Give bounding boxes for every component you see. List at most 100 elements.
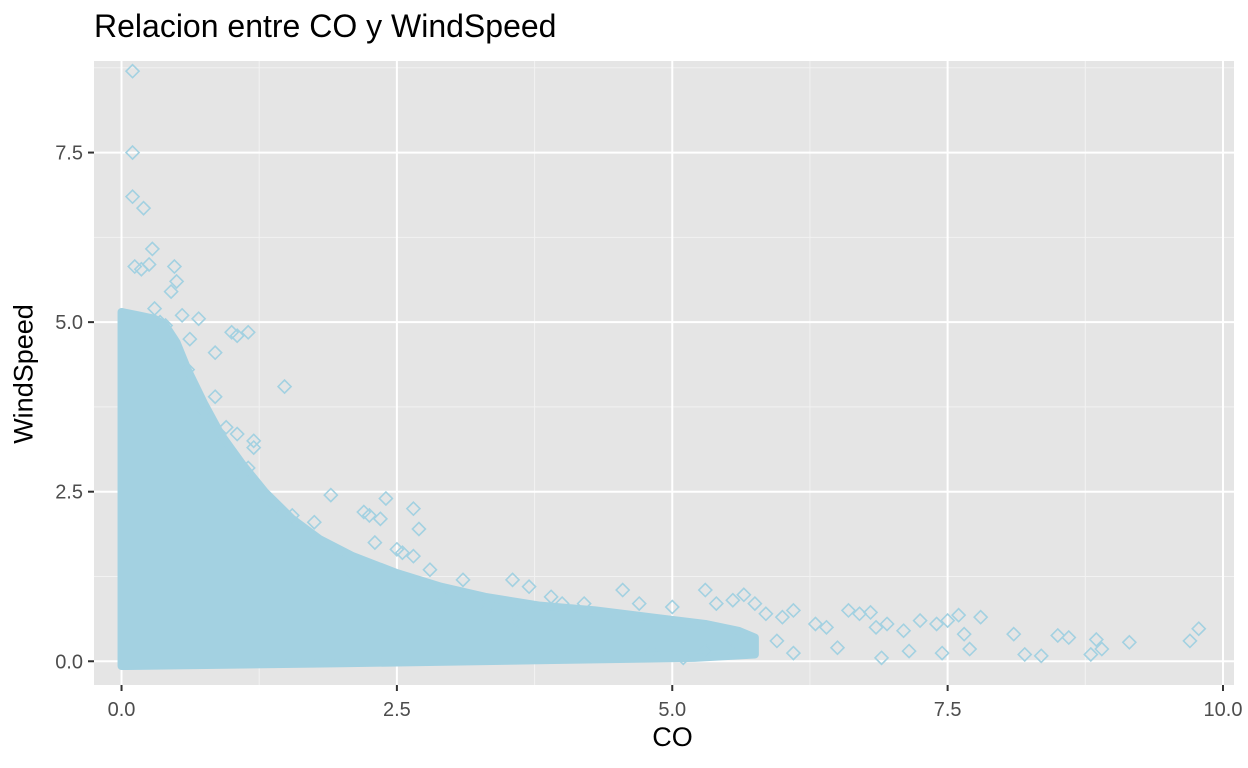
scatter-point xyxy=(276,378,293,395)
axes: 0.0 2.5 5.0 7.5 10.0 0.0 2.5 5.0 7.5 xyxy=(55,143,1242,721)
scatter-point xyxy=(240,460,256,476)
scatter-point xyxy=(697,582,713,598)
scatter-point xyxy=(182,331,198,347)
scatter-point xyxy=(615,582,631,598)
scatter-point xyxy=(818,619,835,635)
scatter-point xyxy=(879,616,895,632)
scatter-point xyxy=(196,402,212,418)
scatter-point xyxy=(868,619,884,635)
scatter-point xyxy=(323,487,339,503)
scatter-point xyxy=(1033,648,1049,664)
scatter-point xyxy=(367,534,383,551)
scatter-point xyxy=(257,487,273,503)
scatter-point xyxy=(956,626,972,642)
scatter-point xyxy=(934,645,950,661)
scatter-point xyxy=(422,562,438,578)
scatter-point xyxy=(1182,633,1198,649)
scatter-point xyxy=(873,650,890,666)
scatter-point xyxy=(301,545,317,561)
scatter-point xyxy=(191,311,207,327)
scatter-point xyxy=(372,511,389,527)
y-tick-label: 2.5 xyxy=(55,482,83,504)
scatter-point xyxy=(345,565,361,581)
scatter-point xyxy=(785,602,802,619)
scatter-point xyxy=(543,589,559,605)
scatter-point xyxy=(758,606,774,622)
scatter-point xyxy=(141,256,157,273)
scatter-point xyxy=(207,345,223,361)
x-tick-label: 10.0 xyxy=(1204,699,1243,721)
dense-point-region xyxy=(117,307,759,671)
scatter-point xyxy=(455,572,471,588)
scatter-point xyxy=(675,650,691,666)
scatter-point xyxy=(1094,641,1110,657)
scatter-point xyxy=(1050,627,1066,644)
scatter-point xyxy=(477,602,493,619)
y-axis-label: WindSpeed xyxy=(8,304,39,444)
scatter-point xyxy=(218,419,234,435)
scatter-point xyxy=(229,426,245,442)
scatter-point xyxy=(157,317,174,334)
scatter-point xyxy=(1191,621,1207,637)
scatter-points xyxy=(124,63,1207,666)
scatter-point xyxy=(1088,631,1104,648)
scatter-point xyxy=(939,612,956,629)
x-tick-label: 2.5 xyxy=(383,699,411,721)
scatter-point xyxy=(135,200,152,216)
scatter-point xyxy=(229,328,245,344)
scatter-point xyxy=(774,609,791,625)
scatter-point xyxy=(951,607,967,623)
scatter-point xyxy=(840,602,857,619)
x-tick-label: 0.0 xyxy=(108,699,136,721)
scatter-point xyxy=(124,63,141,79)
scatter-point xyxy=(1006,626,1022,642)
scatter-point xyxy=(576,595,592,612)
y-tick-label: 5.0 xyxy=(55,312,83,334)
x-tick-label: 7.5 xyxy=(934,699,962,721)
scatter-point xyxy=(785,645,802,661)
scatter-point xyxy=(246,439,262,456)
scatter-point xyxy=(901,643,917,659)
dense-point-cloud xyxy=(117,307,759,671)
scatter-point xyxy=(736,587,752,603)
scatter-point xyxy=(862,604,879,621)
scatter-point xyxy=(747,595,763,612)
scatter-point xyxy=(411,521,427,537)
scatter-point xyxy=(168,273,185,290)
scatter-point xyxy=(433,585,449,602)
scatter-point xyxy=(973,609,989,625)
scatter-point xyxy=(268,497,284,513)
scatter-point xyxy=(146,300,163,317)
scatter-point xyxy=(642,643,658,659)
scatter-point xyxy=(962,641,978,657)
scatter-point xyxy=(807,616,824,632)
scatter-point xyxy=(719,640,735,656)
scatter-point xyxy=(361,507,377,524)
scatter-point xyxy=(144,241,161,257)
scatter-point xyxy=(405,548,422,564)
scatter-point xyxy=(306,514,322,530)
scatter-point xyxy=(224,470,240,486)
scatter-point xyxy=(928,616,945,632)
scatter-point xyxy=(769,633,785,649)
scatter-point xyxy=(179,361,196,378)
scatter-point xyxy=(895,623,912,639)
scatter-point xyxy=(725,592,741,608)
scatter-point xyxy=(631,595,647,612)
scatter-point xyxy=(284,507,300,524)
y-tick-label: 0.0 xyxy=(55,651,83,673)
scatter-point xyxy=(664,599,680,615)
chart-title: Relacion entre CO y WindSpeed xyxy=(94,8,557,44)
scatter-point xyxy=(394,545,411,561)
scatter-point xyxy=(1083,646,1099,663)
scatter-point xyxy=(163,283,179,300)
scatter-point xyxy=(378,490,394,507)
scatter-point xyxy=(510,612,526,629)
x-tick-label: 5.0 xyxy=(658,699,686,721)
scatter-point xyxy=(554,595,570,612)
scatter-point xyxy=(1121,634,1137,650)
scatter-point xyxy=(405,501,422,517)
scatter-point xyxy=(124,144,141,161)
scatter-point xyxy=(708,595,724,612)
